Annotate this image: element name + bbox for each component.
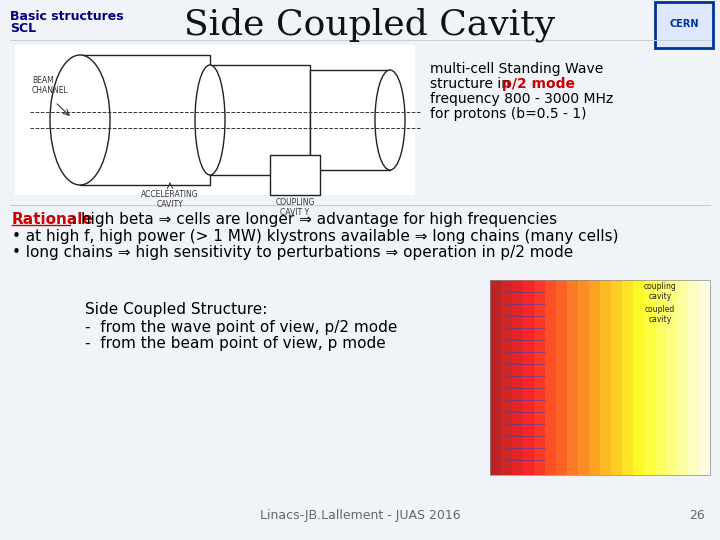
Bar	[622, 280, 633, 475]
Bar	[600, 280, 611, 475]
Text: Side Coupled Structure:: Side Coupled Structure:	[85, 302, 267, 317]
Text: for protons (b=0.5 - 1): for protons (b=0.5 - 1)	[430, 107, 587, 121]
Ellipse shape	[50, 55, 110, 185]
Bar	[644, 280, 655, 475]
Bar	[270, 155, 320, 195]
Bar	[589, 280, 600, 475]
Text: 26: 26	[689, 509, 705, 522]
Bar	[666, 280, 677, 475]
Text: Rationale: Rationale	[12, 212, 94, 227]
Bar	[512, 280, 523, 475]
Text: coupled
cavity: coupled cavity	[645, 305, 675, 325]
Bar	[490, 280, 501, 475]
Bar	[556, 280, 567, 475]
Text: ACCELERATING
CAVITY: ACCELERATING CAVITY	[141, 190, 199, 210]
Text: frequency 800 - 3000 MHz: frequency 800 - 3000 MHz	[430, 92, 613, 106]
Bar	[633, 280, 644, 475]
Bar	[15, 45, 415, 195]
Text: -  from the wave point of view, p/2 mode: - from the wave point of view, p/2 mode	[85, 320, 397, 335]
FancyBboxPatch shape	[655, 2, 713, 48]
Bar	[611, 280, 622, 475]
Text: SCL: SCL	[10, 22, 36, 35]
Bar	[545, 280, 556, 475]
Ellipse shape	[375, 70, 405, 170]
Text: COUPLING
CAVIT Y: COUPLING CAVIT Y	[275, 198, 315, 218]
Bar	[534, 280, 545, 475]
Text: BEAM
CHANNEL: BEAM CHANNEL	[32, 76, 68, 95]
Bar	[210, 65, 310, 175]
Text: multi-cell Standing Wave: multi-cell Standing Wave	[430, 62, 603, 76]
Text: • long chains ⇒ high sensitivity to perturbations ⇒ operation in p/2 mode: • long chains ⇒ high sensitivity to pert…	[12, 245, 573, 260]
Bar	[490, 280, 710, 475]
Ellipse shape	[195, 65, 225, 175]
Text: p/2 mode: p/2 mode	[502, 77, 575, 91]
Bar	[655, 280, 666, 475]
Text: : high beta ⇒ cells are longer ⇒ advantage for high frequencies: : high beta ⇒ cells are longer ⇒ advanta…	[71, 212, 557, 227]
Bar	[501, 280, 512, 475]
Text: Linacs-JB.Lallement - JUAS 2016: Linacs-JB.Lallement - JUAS 2016	[260, 509, 460, 522]
Bar	[310, 70, 390, 170]
Text: • at high f, high power (> 1 MW) klystrons available ⇒ long chains (many cells): • at high f, high power (> 1 MW) klystro…	[12, 229, 618, 244]
Text: -  from the beam point of view, p mode: - from the beam point of view, p mode	[85, 336, 386, 351]
Text: Side Coupled Cavity: Side Coupled Cavity	[184, 7, 556, 42]
Text: coupling
cavity: coupling cavity	[644, 282, 676, 301]
Bar	[567, 280, 578, 475]
Bar	[699, 280, 710, 475]
Bar	[523, 280, 534, 475]
Text: CERN: CERN	[670, 19, 698, 29]
Text: structure in: structure in	[430, 77, 514, 91]
Bar	[677, 280, 688, 475]
Bar	[688, 280, 699, 475]
Text: Basic structures: Basic structures	[10, 10, 124, 23]
Bar	[80, 55, 210, 185]
Bar	[578, 280, 589, 475]
